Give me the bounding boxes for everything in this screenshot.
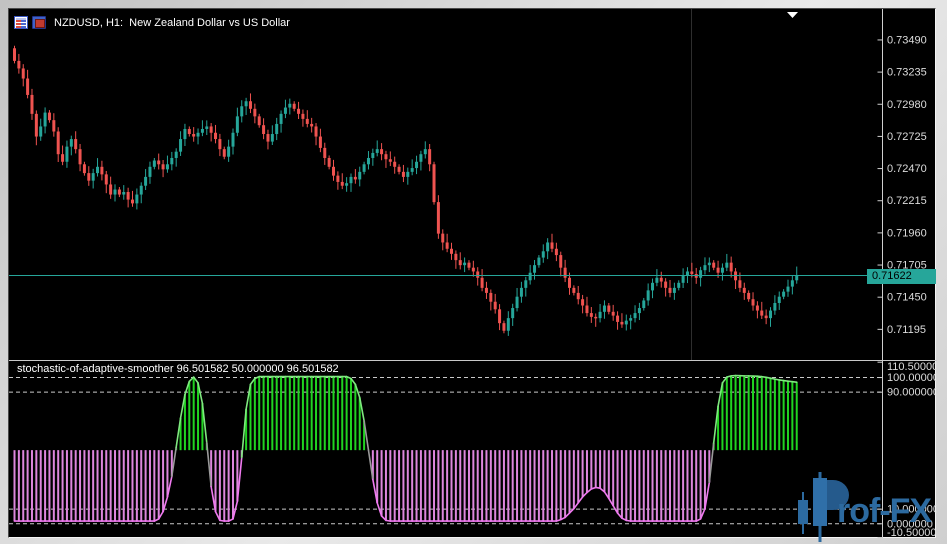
price-axis-label: 0.71195 xyxy=(887,324,926,336)
indicator-label: stochastic-of-adaptive-smoother 96.50158… xyxy=(17,363,339,375)
chart-title: NZDUSD, H1: New Zealand Dollar vs US Dol… xyxy=(54,16,290,29)
chart-canvas[interactable]: 0.73490 0.73235 0.72980 0.72725 0.72470 0.722… xyxy=(9,9,937,538)
indicator-window-icon xyxy=(32,16,46,29)
price-axis-label: 0.72725 xyxy=(887,131,927,143)
indicator-axis-label: 0.000000 xyxy=(887,518,933,530)
indicator-axis-label: 110.500000 xyxy=(887,361,937,373)
price-axis-label: 0.73235 xyxy=(887,67,927,79)
price-axis-label: 0.72980 xyxy=(887,99,927,111)
price-axis-label: 0.72470 xyxy=(887,163,927,175)
indicator-axis-label: 10.000000 xyxy=(887,504,937,516)
chart-window[interactable]: 0.73490 0.73235 0.72980 0.72725 0.72470 0.722… xyxy=(8,8,937,538)
price-axis-label: 0.71705 xyxy=(887,260,927,272)
current-price-badge: 0.71622 xyxy=(867,269,936,284)
price-axis-label: 0.73490 xyxy=(887,34,927,46)
price-axis-label: 0.71960 xyxy=(887,227,927,239)
chart-titlebar: NZDUSD, H1: New Zealand Dollar vs US Dol… xyxy=(14,16,290,29)
indicator-axis-label: -10.500000 xyxy=(887,527,937,538)
chart-bars-icon xyxy=(14,16,28,29)
chart-shift-marker-icon[interactable] xyxy=(787,12,798,18)
indicator-axis-label: 90.000000 xyxy=(887,387,937,399)
indicator-axis-label: 100.000000 xyxy=(887,372,937,384)
price-axis-label: 0.71450 xyxy=(887,292,927,304)
price-axis-label: 0.72215 xyxy=(887,195,927,207)
